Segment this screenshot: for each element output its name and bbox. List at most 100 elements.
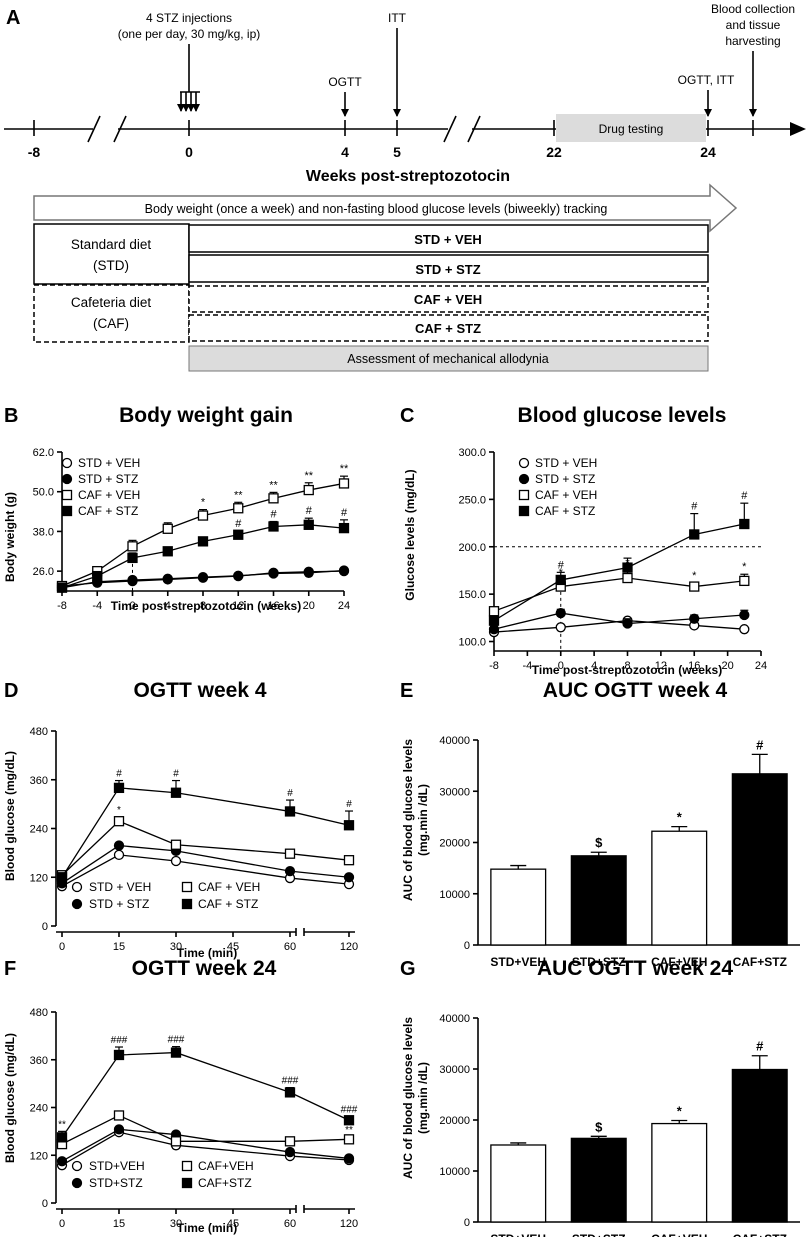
ogtt-label: OGTT bbox=[328, 75, 362, 89]
ogtt-itt-label: OGTT, ITT bbox=[678, 73, 735, 87]
significance-mark: # bbox=[558, 559, 565, 571]
legend-label: STD + VEH bbox=[89, 880, 151, 894]
x-tick-label: 20 bbox=[722, 660, 734, 672]
data-point bbox=[284, 1136, 296, 1147]
x-tick-label: -4 bbox=[522, 660, 532, 672]
bar bbox=[490, 868, 547, 946]
legend-label: CAF + STZ bbox=[535, 504, 595, 518]
series-line bbox=[61, 1051, 350, 1138]
panel-a-letter: A bbox=[6, 7, 20, 29]
panel-f-legend: STD+VEH STD+STZ CAF+VEH CAF+STZ bbox=[71, 1159, 254, 1190]
y-tick-label: 40000 bbox=[439, 735, 470, 747]
legend-label: CAF + STZ bbox=[78, 504, 138, 518]
timeline-arrowhead bbox=[790, 122, 806, 136]
x-tick-label: 0 bbox=[129, 600, 135, 612]
significance-mark: # bbox=[756, 737, 764, 752]
panel-d-ogtt-week4: D OGTT week 4 Blood glucose (mg/dL) Time… bbox=[3, 679, 358, 960]
y-tick-label: 480 bbox=[30, 1007, 48, 1019]
data-point bbox=[739, 518, 750, 530]
axis-break-mark bbox=[467, 115, 481, 143]
legend-label: STD+STZ bbox=[89, 1176, 143, 1190]
data-point bbox=[233, 570, 244, 581]
data-point bbox=[689, 581, 700, 592]
series-line bbox=[61, 1128, 350, 1162]
data-point bbox=[338, 478, 350, 489]
x-category-label: CAF+STZ bbox=[733, 955, 787, 969]
tracking-arrow bbox=[33, 183, 738, 233]
legend-label: CAF + VEH bbox=[198, 880, 260, 894]
panel-f-ogtt-week24: F OGTT week 24 Blood glucose (mg/dL) Tim… bbox=[3, 957, 358, 1235]
data-point bbox=[113, 816, 125, 827]
data-point bbox=[92, 570, 103, 582]
data-point bbox=[197, 510, 209, 521]
panel-b-xlabel: Time post-streptozotocin (weeks) bbox=[111, 599, 301, 613]
data-point bbox=[343, 1153, 355, 1164]
panel-d-letter: D bbox=[4, 680, 18, 702]
x-tick-label: 24 bbox=[755, 660, 767, 672]
data-point bbox=[284, 1146, 296, 1158]
x-tick-label: 30 bbox=[170, 941, 182, 953]
panel-d-xlabel: Time (min) bbox=[177, 946, 237, 960]
x-tick-label: 0 bbox=[558, 660, 564, 672]
data-point bbox=[197, 571, 209, 583]
stz-dose-label: (one per day, 30 mg/kg, ip) bbox=[118, 27, 261, 41]
series-line bbox=[61, 844, 350, 884]
x-category-label: CAF+VEH bbox=[651, 955, 707, 969]
data-point bbox=[170, 839, 182, 850]
data-point bbox=[739, 575, 750, 587]
group-box-std-stz bbox=[188, 254, 709, 283]
group-label-caf-stz: CAF + STZ bbox=[415, 321, 481, 336]
timeline-axis-title: Weeks post-streptozotocin bbox=[306, 168, 510, 185]
data-point bbox=[284, 1087, 296, 1098]
y-tick-label: 200.0 bbox=[458, 542, 486, 554]
y-tick-label: 0 bbox=[464, 1217, 470, 1229]
significance-mark: ### bbox=[168, 1035, 185, 1046]
legend-marker-std-veh bbox=[518, 457, 530, 469]
x-category-label: STD+STZ bbox=[572, 955, 626, 969]
legend-marker-std-stz bbox=[61, 473, 73, 485]
significance-mark: * bbox=[692, 570, 697, 582]
std-diet-box bbox=[33, 223, 190, 285]
group-box-caf-veh bbox=[188, 285, 709, 313]
significance-mark: ** bbox=[58, 1119, 66, 1130]
data-point bbox=[233, 503, 244, 514]
data-point bbox=[343, 855, 355, 866]
significance-mark: # bbox=[235, 518, 242, 530]
panel-g-ylabel-units: (mg.min /dL) bbox=[416, 1062, 430, 1134]
x-tick-label: 60 bbox=[284, 941, 296, 953]
panel-e-title: AUC OGTT week 4 bbox=[543, 679, 728, 702]
bar bbox=[651, 830, 708, 946]
significance-mark: ** bbox=[340, 463, 349, 475]
data-point bbox=[233, 529, 244, 540]
y-tick-label: 360 bbox=[30, 1055, 48, 1067]
panel-c-legend: STD + VEH STD + STZ CAF + VEH CAF + STZ bbox=[518, 456, 597, 518]
significance-mark: ### bbox=[282, 1076, 299, 1087]
group-box-caf-stz bbox=[188, 314, 709, 342]
x-tick-label: 45 bbox=[227, 1218, 239, 1230]
legend-label: STD + STZ bbox=[78, 472, 138, 486]
x-category-label: CAF+VEH bbox=[651, 1232, 707, 1237]
y-tick-label: 20000 bbox=[439, 838, 470, 850]
panel-e-auc-week4: E AUC OGTT week 4 AUC of blood glucose l… bbox=[400, 679, 800, 969]
axis-break-mark bbox=[113, 115, 127, 143]
x-tick-label: 4 bbox=[165, 600, 171, 612]
y-tick-label: 480 bbox=[30, 726, 48, 738]
x-tick-label: 120 bbox=[340, 941, 358, 953]
panel-g-ylabel: AUC of blood glucose levels bbox=[401, 1017, 415, 1179]
data-point bbox=[127, 541, 138, 552]
series-line bbox=[61, 787, 350, 878]
x-tick-label: 120 bbox=[340, 1218, 358, 1230]
panel-g-title: AUC OGTT week 24 bbox=[537, 957, 733, 980]
data-point bbox=[689, 529, 700, 540]
timeline-tick-label: 4 bbox=[341, 144, 349, 160]
legend-label: CAF + VEH bbox=[78, 488, 140, 502]
y-tick-label: 360 bbox=[30, 775, 48, 787]
data-point bbox=[689, 613, 700, 624]
legend-label: STD + VEH bbox=[78, 456, 140, 470]
axis-break-mark bbox=[87, 115, 101, 143]
x-tick-label: 8 bbox=[200, 600, 206, 612]
x-tick-label: 0 bbox=[59, 1218, 65, 1230]
data-point bbox=[127, 574, 138, 586]
legend-marker-caf-veh bbox=[181, 881, 193, 893]
